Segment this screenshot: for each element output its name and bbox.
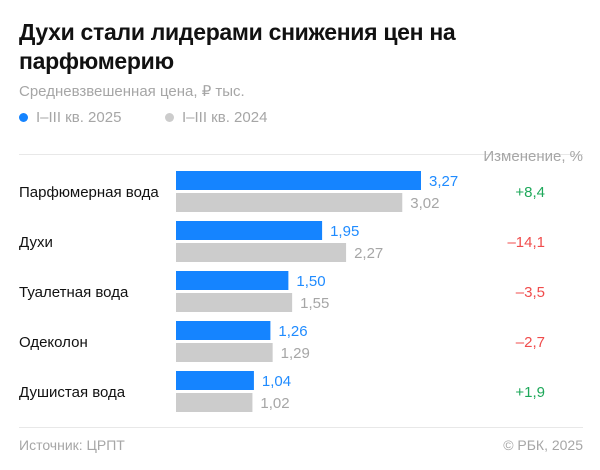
change-value: –2,7 <box>516 334 545 351</box>
value-label-2024: 1,55 <box>300 295 329 312</box>
bar-2025 <box>176 221 323 240</box>
value-label-2025: 1,04 <box>262 373 291 390</box>
value-label-2024: 1,29 <box>281 345 310 362</box>
copyright: © РБК, 2025 <box>503 437 583 453</box>
legend-dot-2024 <box>165 113 174 122</box>
chart-title: Духи стали лидерами снижения цен на парф… <box>19 19 456 74</box>
category-label: Одеколон <box>19 334 88 351</box>
legend-label-2024: I–III кв. 2024 <box>182 109 268 126</box>
bar-2025 <box>176 371 254 390</box>
value-label-2025: 1,26 <box>278 323 307 340</box>
value-label-2025: 3,27 <box>429 173 458 190</box>
category-label: Туалетная вода <box>19 284 129 301</box>
value-label-2024: 3,02 <box>410 195 439 212</box>
bar-2025 <box>176 171 421 190</box>
change-value: –14,1 <box>507 234 545 251</box>
value-label-2024: 2,27 <box>354 245 383 262</box>
bar-2025 <box>176 321 271 340</box>
bar-2024 <box>176 293 293 312</box>
legend-item-2025: I–III кв. 2025 <box>19 109 121 126</box>
category-label: Душистая вода <box>19 384 126 401</box>
change-value: –3,5 <box>516 284 545 301</box>
change-value: +1,9 <box>515 384 545 401</box>
value-label-2024: 1,02 <box>260 395 289 412</box>
legend-dot-2025 <box>19 113 28 122</box>
bar-2024 <box>176 393 253 412</box>
legend-item-2024: I–III кв. 2024 <box>165 109 267 126</box>
bar-2024 <box>176 343 273 362</box>
top-divider <box>19 154 583 155</box>
chart-subtitle: Средневзвешенная цена, ₽ тыс. <box>19 83 245 100</box>
category-label: Духи <box>19 234 53 251</box>
value-label-2025: 1,50 <box>296 273 325 290</box>
bottom-divider <box>19 427 583 428</box>
value-label-2025: 1,95 <box>330 223 359 240</box>
bar-2024 <box>176 193 403 212</box>
bar-2025 <box>176 271 289 290</box>
source-note: Источник: ЦРПТ <box>19 437 125 453</box>
category-label: Парфюмерная вода <box>19 184 159 201</box>
change-header: Изменение, % <box>483 148 583 165</box>
change-value: +8,4 <box>515 184 545 201</box>
legend-label-2025: I–III кв. 2025 <box>36 109 122 126</box>
bar-2024 <box>176 243 347 262</box>
